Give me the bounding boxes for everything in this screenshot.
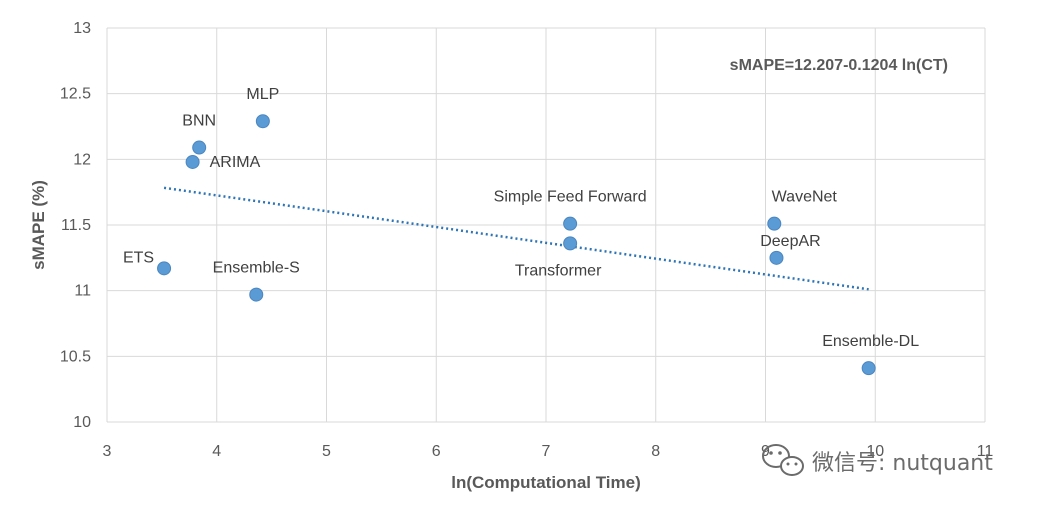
data-point: [563, 236, 578, 251]
data-point: [185, 154, 200, 169]
data-point: [563, 216, 578, 231]
x-tick-label: 7: [542, 443, 551, 460]
x-tick-label: 6: [432, 443, 441, 460]
wechat-icon: [762, 444, 804, 476]
y-tick-label: 12.5: [60, 86, 91, 103]
y-axis-title: sMAPE (%): [29, 180, 48, 270]
point-label: WaveNet: [772, 189, 838, 206]
point-label: DeepAR: [760, 233, 820, 250]
data-points: [157, 114, 876, 376]
data-point: [157, 261, 172, 276]
data-point: [192, 140, 207, 155]
y-tick-label: 13: [73, 20, 91, 37]
y-tick-label: 10.5: [60, 348, 91, 365]
point-label: Simple Feed Forward: [494, 189, 647, 206]
watermark-text: 微信号: nutquant: [812, 451, 993, 476]
gridlines: [106, 27, 986, 423]
point-label: Transformer: [515, 262, 602, 279]
x-tick-label: 11: [977, 443, 994, 460]
x-tick-label: 4: [212, 443, 221, 460]
y-tick-label: 12: [73, 151, 91, 168]
point-label: ARIMA: [210, 154, 261, 171]
x-tick-label: 10: [866, 443, 884, 460]
y-tick-label: 11.5: [61, 217, 91, 234]
data-point: [861, 361, 876, 376]
data-point: [767, 216, 782, 231]
point-label: ETS: [123, 249, 154, 266]
trendline-equation: sMAPE=12.207-0.1204 ln(CT): [730, 57, 948, 74]
point-label: BNN: [182, 113, 216, 130]
watermark: 微信号: nutquant: [762, 444, 993, 476]
point-label: Ensemble-DL: [822, 333, 919, 350]
trendline: [163, 186, 869, 291]
point-label: MLP: [246, 86, 279, 103]
data-point: [255, 114, 270, 129]
x-tick-label: 3: [103, 443, 112, 460]
x-tick-label: 8: [651, 443, 660, 460]
x-tick-labels: 3 4 5 6 7 8 9 10 11: [103, 443, 994, 460]
data-point: [249, 287, 264, 302]
y-tick-label: 11: [74, 283, 91, 300]
x-axis-title: ln(Computational Time): [451, 473, 641, 492]
data-point: [769, 250, 784, 265]
point-label: Ensemble-S: [213, 260, 300, 277]
x-tick-label: 9: [761, 443, 770, 460]
y-tick-labels: 10 10.5 11 11.5 12 12.5 13: [60, 20, 91, 431]
point-labels: MLP BNN ARIMA ETS Ensemble-S Simple Feed Forw…: [123, 86, 919, 350]
y-tick-label: 10: [73, 414, 91, 431]
x-tick-label: 5: [322, 443, 331, 460]
